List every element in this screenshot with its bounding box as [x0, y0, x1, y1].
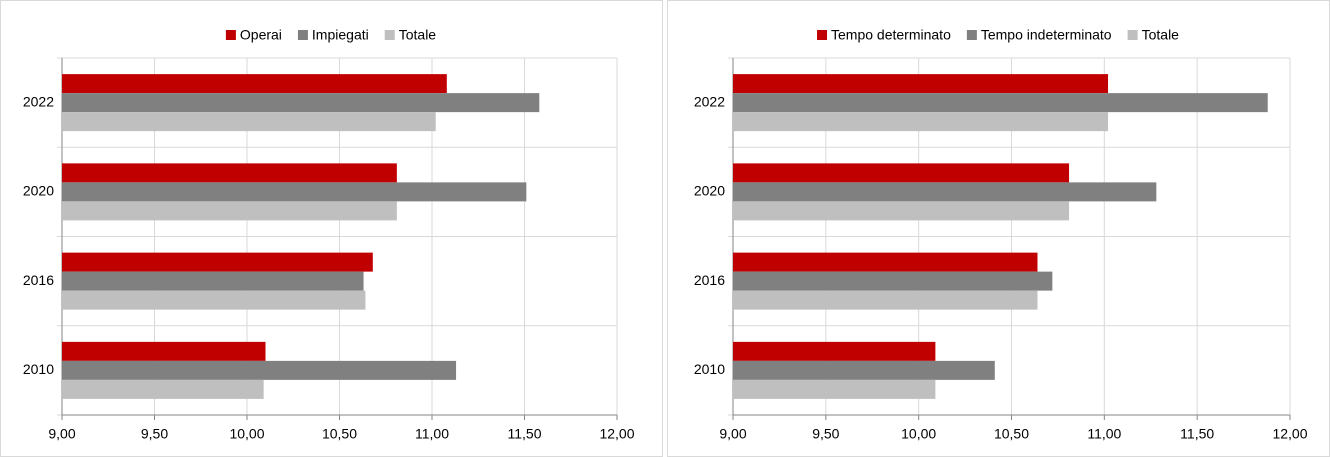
bar	[733, 341, 936, 361]
legend-label: Tempo determinato	[831, 27, 951, 43]
y-tick-label: 2020	[694, 183, 725, 199]
bar	[62, 182, 527, 202]
bar	[733, 112, 1109, 132]
legend-label: Totale	[399, 27, 437, 43]
legend-label: Operai	[240, 27, 282, 43]
x-tick-label: 11,00	[415, 426, 449, 442]
bar	[62, 93, 540, 113]
y-tick-label: 2010	[694, 361, 725, 377]
bar	[733, 163, 1070, 183]
y-tick-label: 2010	[23, 361, 54, 377]
bar	[62, 271, 364, 291]
x-tick-label: 9,00	[48, 426, 75, 442]
legend-swatch	[1127, 30, 1138, 40]
bar	[733, 93, 1268, 113]
legend-swatch	[297, 30, 308, 40]
bar	[62, 74, 447, 94]
x-tick-label: 11,50	[508, 426, 542, 442]
y-tick-label: 2022	[694, 93, 725, 109]
y-tick-label: 2016	[694, 272, 725, 288]
legend-swatch	[384, 30, 395, 40]
bar	[733, 379, 936, 399]
x-tick-label: 10,50	[322, 426, 357, 442]
bar	[733, 290, 1038, 310]
bar	[733, 252, 1038, 272]
legend-label: Impiegati	[312, 27, 369, 43]
bar	[62, 163, 397, 183]
x-tick-label: 9,50	[141, 426, 168, 442]
bar	[733, 360, 995, 380]
x-tick-label: 10,00	[229, 426, 264, 442]
x-tick-label: 12,00	[599, 426, 634, 442]
bar	[733, 74, 1109, 94]
x-tick-label: 10,50	[994, 426, 1029, 442]
bar	[62, 341, 266, 361]
x-tick-label: 10,00	[901, 426, 936, 442]
x-tick-label: 11,00	[1087, 426, 1121, 442]
legend-label: Tempo indeterminato	[981, 27, 1112, 43]
bar	[733, 182, 1157, 202]
bar	[62, 112, 436, 132]
bar	[733, 271, 1053, 291]
x-tick-label: 9,00	[719, 426, 746, 442]
bar	[62, 360, 457, 380]
bar	[62, 252, 373, 272]
x-tick-label: 11,50	[1180, 426, 1214, 442]
x-tick-label: 12,00	[1272, 426, 1307, 442]
bar	[62, 290, 366, 310]
y-tick-label: 2022	[23, 93, 54, 109]
bar	[62, 379, 264, 399]
legend-label: Totale	[1142, 27, 1180, 43]
legend-swatch	[817, 30, 828, 40]
legend-swatch	[966, 30, 977, 40]
y-tick-label: 2020	[23, 183, 54, 199]
bar	[733, 201, 1070, 221]
y-tick-label: 2016	[23, 272, 54, 288]
bar	[62, 201, 397, 221]
legend-swatch	[225, 30, 236, 40]
x-tick-label: 9,50	[812, 426, 839, 442]
